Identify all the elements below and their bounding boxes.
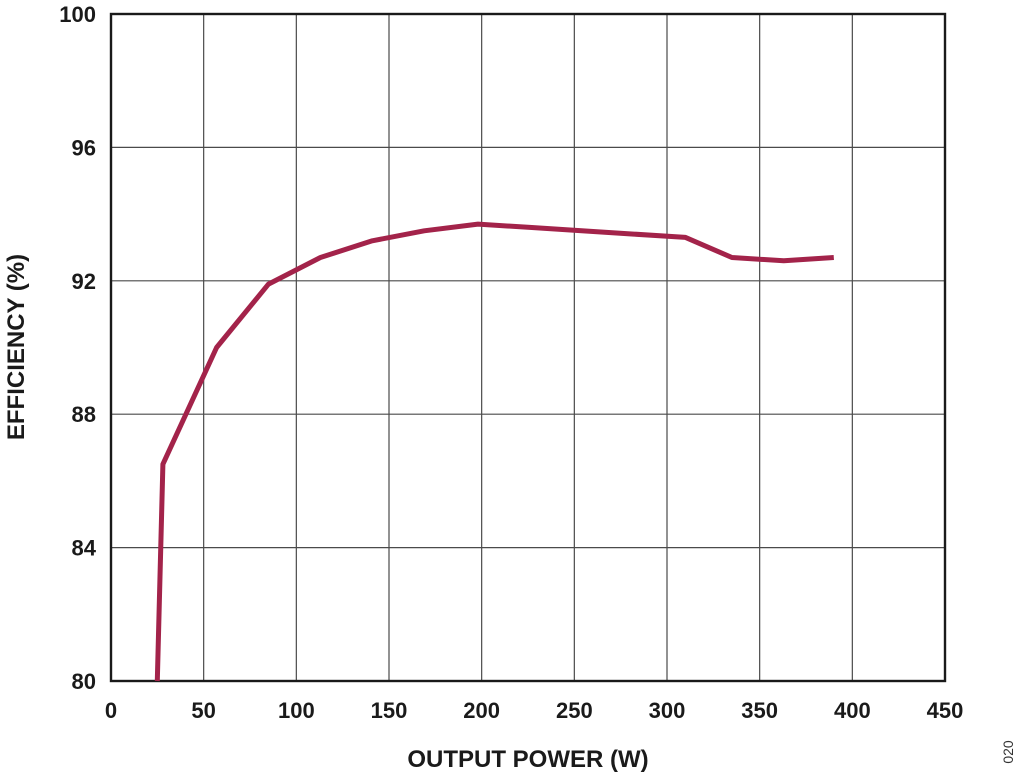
x-tick-label: 250	[556, 698, 593, 723]
x-axis-title: OUTPUT POWER (W)	[407, 746, 648, 773]
y-axis-title: EFFICIENCY (%)	[3, 254, 30, 440]
y-tick-label: 80	[72, 669, 96, 694]
tick-labels: 0 50 100 150 200 250 300 350 400 450 80 84 88 92 96 100	[59, 2, 963, 723]
x-tick-label: 150	[371, 698, 408, 723]
x-tick-label: 200	[463, 698, 500, 723]
x-tick-label: 450	[927, 698, 964, 723]
figure-id: 020	[1000, 740, 1016, 764]
plot-frame	[109, 12, 947, 683]
y-tick-label: 96	[72, 135, 96, 160]
x-tick-label: 300	[649, 698, 686, 723]
x-tick-label: 50	[191, 698, 215, 723]
y-tick-label: 84	[72, 536, 97, 561]
x-tick-label: 100	[278, 698, 315, 723]
x-tick-label: 350	[741, 698, 778, 723]
x-tick-label: 0	[105, 698, 117, 723]
y-tick-label: 88	[72, 402, 96, 427]
efficiency-series-line	[154, 221, 834, 682]
grid-lines	[111, 14, 945, 681]
y-tick-label: 92	[72, 269, 96, 294]
x-tick-label: 400	[834, 698, 871, 723]
y-tick-label: 100	[59, 2, 96, 27]
